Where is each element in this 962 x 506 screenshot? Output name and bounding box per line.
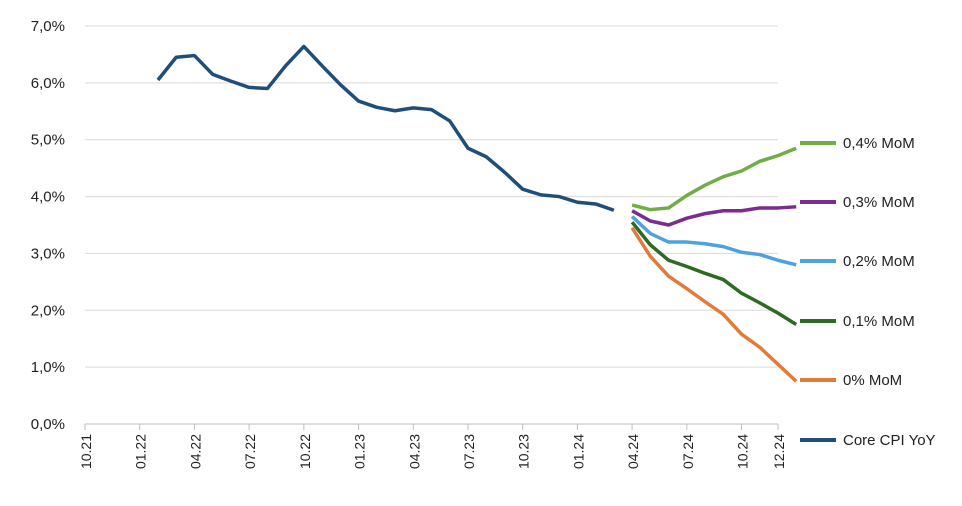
x-tick-label: 10.23: [516, 434, 532, 469]
x-tick-label: 01.24: [570, 434, 586, 469]
x-tick-label: 07.23: [461, 434, 477, 469]
y-tick-label: 7,0%: [31, 18, 65, 35]
series-line-0-3-mom: [631, 205, 797, 227]
x-tick-label: 12.24: [771, 434, 787, 469]
y-axis: 0,0% 1,0% 2,0% 3,0% 4,0% 5,0% 6,0% 7,0%: [31, 18, 65, 433]
series-line-0-2-mom: [630, 215, 797, 267]
plot-area: [156, 44, 798, 383]
legend-label: 0,1% MoM: [843, 313, 915, 330]
x-tick-label: 04.22: [187, 434, 203, 469]
y-tick-label: 0,0%: [31, 416, 65, 433]
x-tick-label: 10.24: [735, 434, 751, 469]
x-tick-label: 01.22: [133, 434, 149, 469]
x-tick-label: 04.24: [625, 434, 641, 469]
x-tick-label: 04.23: [406, 434, 422, 469]
legend: 0,4% MoM 0,3% MoM 0,2% MoM 0,1% MoM 0% MoM Co…: [800, 135, 936, 449]
legend-label: Core CPI YoY: [843, 432, 936, 449]
legend-label: 0,3% MoM: [843, 194, 915, 211]
gridlines: [85, 25, 778, 425]
y-tick-label: 5,0%: [31, 132, 65, 149]
series-line-0-4-mom: [631, 146, 797, 212]
legend-label: 0% MoM: [843, 372, 902, 389]
y-tick-label: 3,0%: [31, 245, 65, 262]
y-tick-label: 2,0%: [31, 302, 65, 319]
x-axis: 10.21 01.22 04.22 07.22 10.22 01.23 04.23 07.23…: [78, 423, 787, 469]
x-tick-label: 07.24: [680, 434, 696, 469]
legend-label: 0,4% MoM: [843, 135, 915, 152]
legend-label: 0,2% MoM: [843, 253, 915, 270]
y-tick-label: 6,0%: [31, 75, 65, 92]
x-tick-label: 10.21: [78, 434, 94, 469]
x-tick-label: 10.22: [297, 434, 313, 469]
series-line-0-1-mom: [630, 221, 798, 326]
x-tick-label: 01.23: [352, 434, 368, 469]
series-line-0-mom: [630, 226, 798, 383]
y-tick-label: 1,0%: [31, 359, 65, 376]
y-tick-label: 4,0%: [31, 189, 65, 206]
x-tick-label: 07.22: [242, 434, 258, 469]
series-line-core-cpi-yoy: [156, 44, 615, 212]
